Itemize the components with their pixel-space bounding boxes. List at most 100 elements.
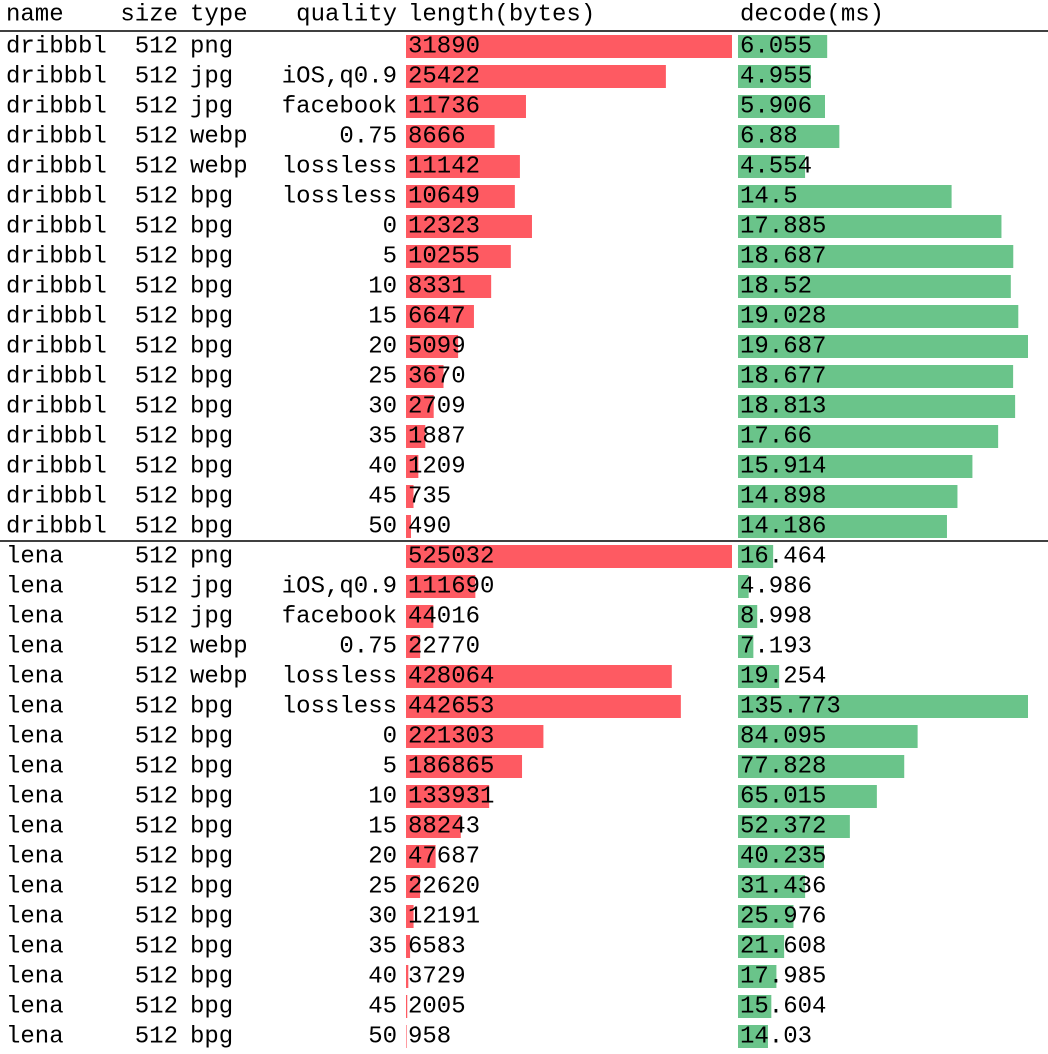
decode-cell: 17.985 — [740, 963, 826, 990]
name-cell: lena — [6, 903, 64, 930]
length-bar — [406, 485, 414, 508]
type-cell: bpg — [190, 873, 233, 900]
name-cell: lena — [6, 783, 64, 810]
length-cell: 186865 — [408, 753, 494, 780]
size-cell: 512 — [135, 903, 178, 930]
quality-cell: 50 — [368, 1023, 397, 1050]
decode-cell: 25.976 — [740, 903, 826, 930]
quality-cell: 0.75 — [339, 633, 397, 660]
quality-cell: 5 — [383, 753, 397, 780]
decode-cell: 5.906 — [740, 93, 812, 120]
decode-bar — [738, 785, 877, 808]
quality-cell: 40 — [368, 963, 397, 990]
decode-bar — [738, 725, 918, 748]
name-cell: dribbbl — [6, 333, 107, 360]
type-cell: png — [190, 33, 233, 60]
length-cell: 2709 — [408, 393, 466, 420]
name-cell: dribbbl — [6, 123, 107, 150]
length-bar — [406, 365, 444, 388]
length-bar — [406, 245, 511, 268]
type-cell: bpg — [190, 453, 233, 480]
decode-cell: 4.554 — [740, 153, 812, 180]
type-cell: bpg — [190, 903, 233, 930]
length-bar — [406, 755, 523, 778]
name-cell: lena — [6, 993, 64, 1020]
decode-bar — [738, 95, 825, 118]
type-cell: bpg — [190, 273, 233, 300]
decode-cell: 31.436 — [740, 873, 826, 900]
name-cell: dribbbl — [6, 93, 107, 120]
name-cell: dribbbl — [6, 483, 107, 510]
quality-cell: 45 — [368, 483, 397, 510]
decode-bar — [738, 935, 785, 958]
length-bar — [406, 395, 434, 418]
type-cell: webp — [190, 663, 248, 690]
decode-cell: 15.604 — [740, 993, 826, 1020]
type-cell: bpg — [190, 483, 233, 510]
quality-cell: 20 — [368, 333, 397, 360]
size-cell: 512 — [135, 933, 178, 960]
type-cell: jpg — [190, 63, 233, 90]
size-cell: 512 — [135, 93, 178, 120]
decode-cell: 40.235 — [740, 843, 826, 870]
decode-bar — [738, 575, 749, 598]
length-bar — [406, 845, 436, 868]
length-bar — [406, 815, 461, 838]
quality-cell: lossless — [282, 183, 397, 210]
size-cell: 512 — [135, 393, 178, 420]
length-cell: 11736 — [408, 93, 480, 120]
name-cell: dribbbl — [6, 513, 107, 540]
length-bar — [406, 665, 672, 688]
decode-bar — [738, 995, 772, 1018]
decode-bar — [738, 875, 806, 898]
size-cell: 512 — [135, 843, 178, 870]
quality-cell: 35 — [368, 423, 397, 450]
decode-cell: 14.898 — [740, 483, 826, 510]
quality-cell: 25 — [368, 363, 397, 390]
size-cell: 512 — [135, 483, 178, 510]
quality-cell: 10 — [368, 273, 397, 300]
size-cell: 512 — [135, 573, 178, 600]
name-cell: dribbbl — [6, 303, 107, 330]
length-cell: 12191 — [408, 903, 480, 930]
decode-bar — [738, 965, 777, 988]
length-cell: 221303 — [408, 723, 494, 750]
length-bar — [406, 95, 526, 118]
header-decode: decode(ms) — [740, 1, 884, 28]
decode-bar — [738, 815, 850, 838]
decode-cell: 21.608 — [740, 933, 826, 960]
decode-bar — [738, 155, 806, 178]
type-cell: bpg — [190, 843, 233, 870]
length-cell: 1887 — [408, 423, 466, 450]
name-cell: lena — [6, 753, 64, 780]
type-cell: bpg — [190, 753, 233, 780]
name-cell: dribbbl — [6, 423, 107, 450]
quality-cell: 5 — [383, 243, 397, 270]
quality-cell: 0 — [383, 213, 397, 240]
size-cell: 512 — [135, 33, 178, 60]
length-bar — [406, 605, 434, 628]
decode-cell: 17.66 — [740, 423, 812, 450]
quality-cell: 35 — [368, 933, 397, 960]
size-cell: 512 — [135, 213, 178, 240]
quality-cell: 20 — [368, 843, 397, 870]
length-bar — [406, 1025, 407, 1048]
length-cell: 11142 — [408, 153, 480, 180]
length-bar — [406, 65, 666, 88]
type-cell: bpg — [190, 1023, 233, 1050]
decode-cell: 52.372 — [740, 813, 826, 840]
name-cell: lena — [6, 933, 64, 960]
length-cell: 490 — [408, 513, 451, 540]
length-cell: 8331 — [408, 273, 466, 300]
header-name: name — [6, 1, 64, 28]
length-bar — [406, 875, 421, 898]
quality-cell: 10 — [368, 783, 397, 810]
decode-cell: 19.687 — [740, 333, 826, 360]
decode-bar — [738, 665, 780, 688]
type-cell: bpg — [190, 783, 233, 810]
decode-cell: 8.998 — [740, 603, 812, 630]
name-cell: dribbbl — [6, 33, 107, 60]
decode-bar — [738, 425, 999, 448]
